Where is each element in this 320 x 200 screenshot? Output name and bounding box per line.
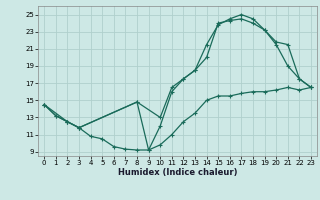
- X-axis label: Humidex (Indice chaleur): Humidex (Indice chaleur): [118, 168, 237, 177]
